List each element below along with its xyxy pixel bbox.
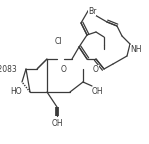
Text: O: O: [93, 65, 99, 73]
Text: Br: Br: [88, 6, 96, 16]
Text: CH\u2083: CH\u2083: [0, 65, 17, 73]
Text: O: O: [61, 65, 67, 73]
Text: OH: OH: [51, 119, 63, 127]
Text: Cl: Cl: [55, 36, 62, 46]
Text: NH: NH: [130, 44, 142, 54]
Text: HO: HO: [10, 88, 22, 96]
Text: OH: OH: [92, 88, 104, 96]
